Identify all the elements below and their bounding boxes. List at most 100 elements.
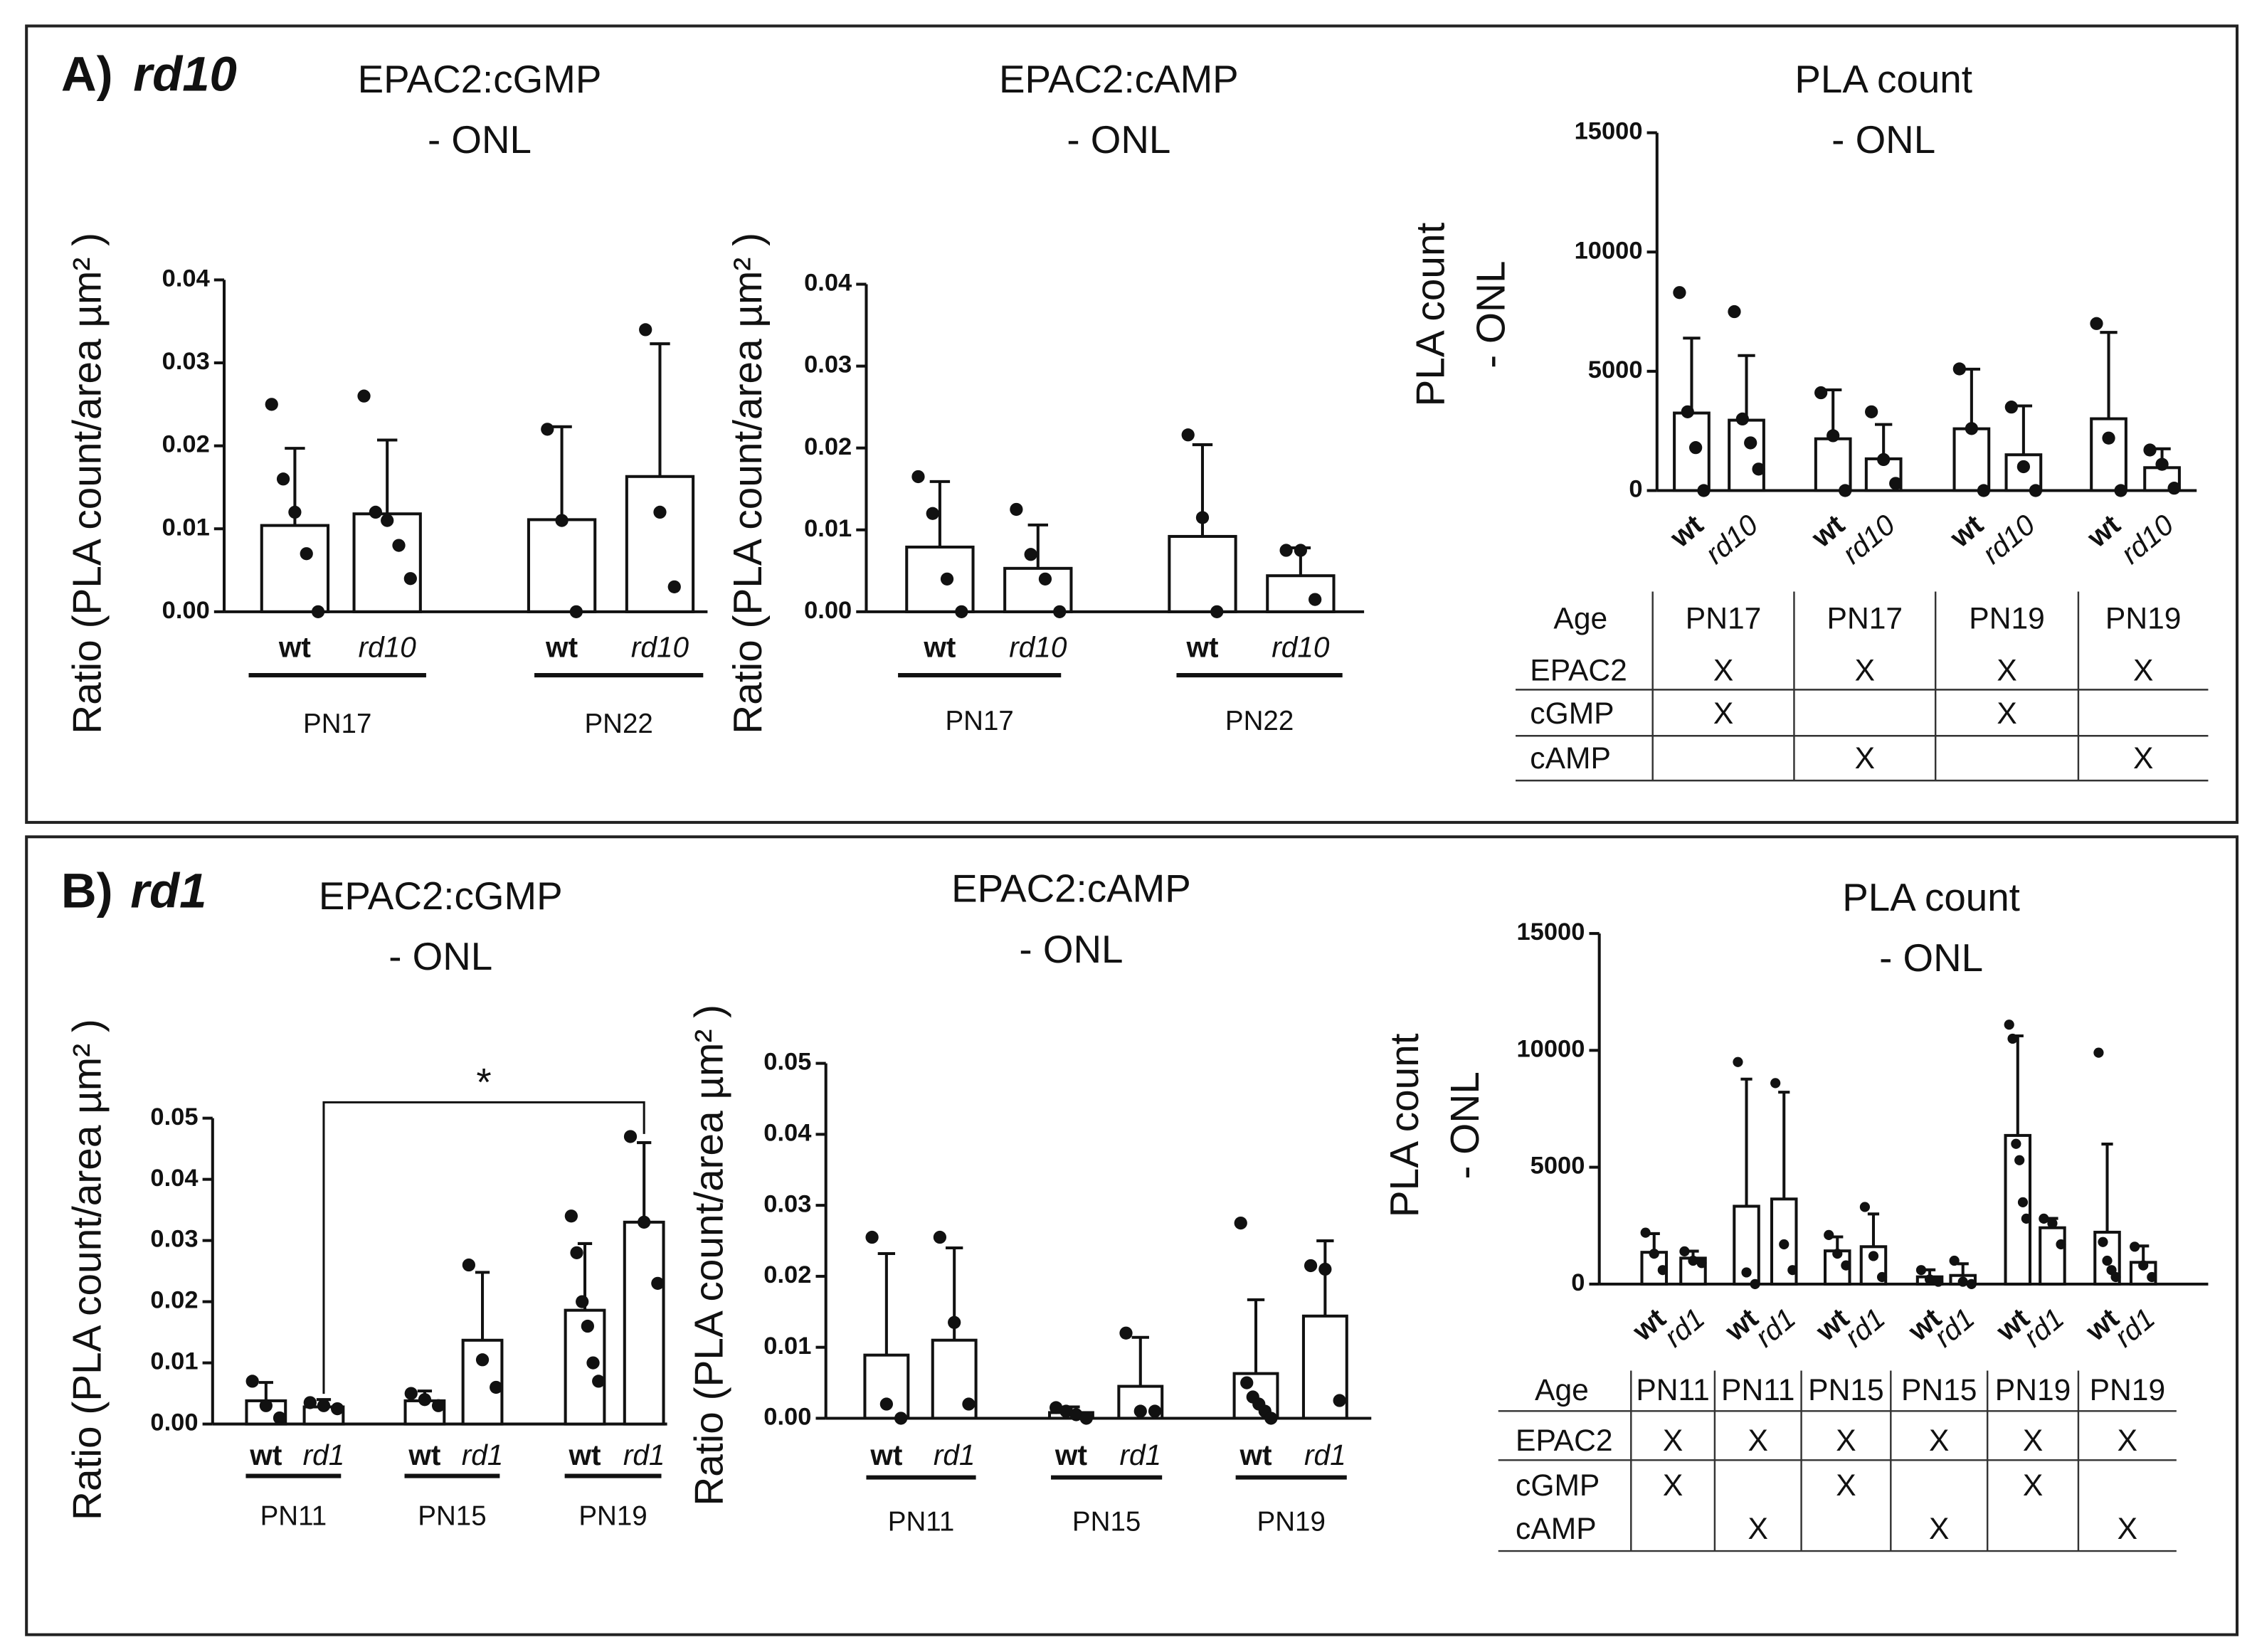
table-row-label: cAMP xyxy=(1516,1512,1597,1546)
table-cell: X xyxy=(2118,1512,2137,1546)
bar xyxy=(2039,1226,2066,1286)
data-point xyxy=(381,514,394,527)
chart-title: EPAC2:cGMP xyxy=(319,874,563,918)
panel-frame xyxy=(25,24,2239,824)
panel-label: B) xyxy=(61,864,113,918)
data-point xyxy=(570,1246,583,1259)
data-point xyxy=(475,1353,490,1367)
x-tick-label: rd1 xyxy=(623,1439,665,1471)
data-point xyxy=(2093,1047,2104,1058)
y-axis-label: Ratio (PLA count/area µm² ) xyxy=(726,233,771,734)
data-point xyxy=(1240,1376,1254,1389)
data-point xyxy=(564,1209,578,1223)
data-point xyxy=(638,1215,651,1229)
y-tick-label: 0.03 xyxy=(804,351,852,378)
significance-label: * xyxy=(476,1059,491,1103)
data-point xyxy=(569,605,583,618)
x-tick-label: rd10 xyxy=(1836,508,1901,571)
data-point xyxy=(311,605,325,618)
x-tick-label: wt xyxy=(568,1439,601,1471)
table-cell: X xyxy=(1748,1512,1768,1546)
data-point xyxy=(392,539,406,552)
chart-title: EPAC2:cAMP xyxy=(951,867,1191,911)
x-tick-label: rd10 xyxy=(1009,630,1067,663)
table-cell: X xyxy=(1836,1468,1856,1503)
table-row-label: cGMP xyxy=(1516,1468,1600,1503)
data-point xyxy=(288,505,302,519)
data-point xyxy=(1079,1412,1093,1425)
data-point xyxy=(403,572,417,586)
data-point xyxy=(462,1258,475,1272)
x-tick-label: rd10 xyxy=(1272,630,1330,663)
bar xyxy=(623,1220,665,1426)
x-tick-label: rd1 xyxy=(1838,1301,1891,1353)
data-point xyxy=(2011,1138,2021,1149)
data-point xyxy=(639,323,652,337)
bar xyxy=(2090,417,2127,492)
x-tick-label: rd1 xyxy=(2017,1301,2070,1353)
x-tick-label: rd10 xyxy=(631,630,689,663)
y-tick-label: 0.01 xyxy=(162,514,210,541)
panel-name: rd10 xyxy=(133,47,237,102)
chart-title: PLA count xyxy=(1794,57,1972,101)
x-tick-label: rd10 xyxy=(359,630,417,663)
table-header: Age xyxy=(1553,601,1607,635)
data-point xyxy=(2017,1197,2029,1207)
data-point xyxy=(1741,1267,1752,1278)
y-tick-label: 0.02 xyxy=(763,1261,811,1288)
data-point xyxy=(1119,1326,1133,1340)
group-label: PN22 xyxy=(1225,706,1294,736)
y-axis-label: Ratio (PLA count/area µm² ) xyxy=(65,233,110,734)
data-point xyxy=(1679,1246,1690,1256)
data-point xyxy=(1333,1394,1346,1407)
table-row-label: EPAC2 xyxy=(1516,1424,1612,1458)
data-point xyxy=(357,389,371,403)
data-point xyxy=(1195,511,1210,524)
table-cell: X xyxy=(1929,1424,1949,1458)
y-axis-label: Ratio (PLA count/area µm² ) xyxy=(687,1005,731,1506)
y-tick-label: 15000 xyxy=(1517,918,1585,946)
group-label: PN15 xyxy=(418,1501,486,1532)
table-header: PN15 xyxy=(1808,1373,1884,1407)
data-point xyxy=(2056,1239,2066,1250)
table-row-label: EPAC2 xyxy=(1530,653,1627,687)
data-point xyxy=(369,505,382,519)
panel-frame xyxy=(25,835,2239,1636)
data-point xyxy=(581,1319,594,1333)
data-point xyxy=(1689,441,1703,455)
data-point xyxy=(1234,1216,1247,1230)
data-point xyxy=(1279,544,1293,557)
bar xyxy=(863,1353,910,1420)
y-axis-label: - ONL xyxy=(1469,260,1514,368)
data-point xyxy=(2004,1020,2014,1030)
y-axis-label: PLA count xyxy=(1408,222,1453,406)
data-point xyxy=(1827,429,1840,443)
bar xyxy=(1003,566,1073,613)
data-point xyxy=(2007,1033,2018,1044)
x-tick-label: wt xyxy=(1239,1439,1272,1471)
data-point xyxy=(926,507,939,520)
x-tick-label: rd1 xyxy=(1749,1301,1802,1353)
data-point xyxy=(576,1295,589,1308)
table-cell: X xyxy=(1663,1424,1683,1458)
data-point xyxy=(1949,1255,1960,1266)
y-tick-label: 0.00 xyxy=(162,597,210,624)
data-point xyxy=(1750,1278,1760,1289)
data-point xyxy=(2014,1155,2025,1165)
data-point xyxy=(259,1399,273,1412)
data-point xyxy=(1050,1401,1063,1414)
data-point xyxy=(404,1387,418,1400)
data-point xyxy=(2016,460,2031,474)
x-tick-label: rd1 xyxy=(1658,1301,1711,1353)
data-point xyxy=(1770,1078,1781,1089)
y-tick-label: 0.04 xyxy=(804,270,852,297)
data-point xyxy=(1744,436,1757,450)
table-header: PN11 xyxy=(1721,1373,1794,1407)
data-point xyxy=(1728,305,1741,319)
y-tick-label: 0.01 xyxy=(804,515,852,542)
data-point xyxy=(1977,484,1991,497)
y-tick-label: 0.01 xyxy=(763,1333,811,1360)
data-point xyxy=(1915,1265,1927,1276)
table-cell: X xyxy=(1929,1512,1949,1546)
data-point xyxy=(1957,1276,1968,1287)
